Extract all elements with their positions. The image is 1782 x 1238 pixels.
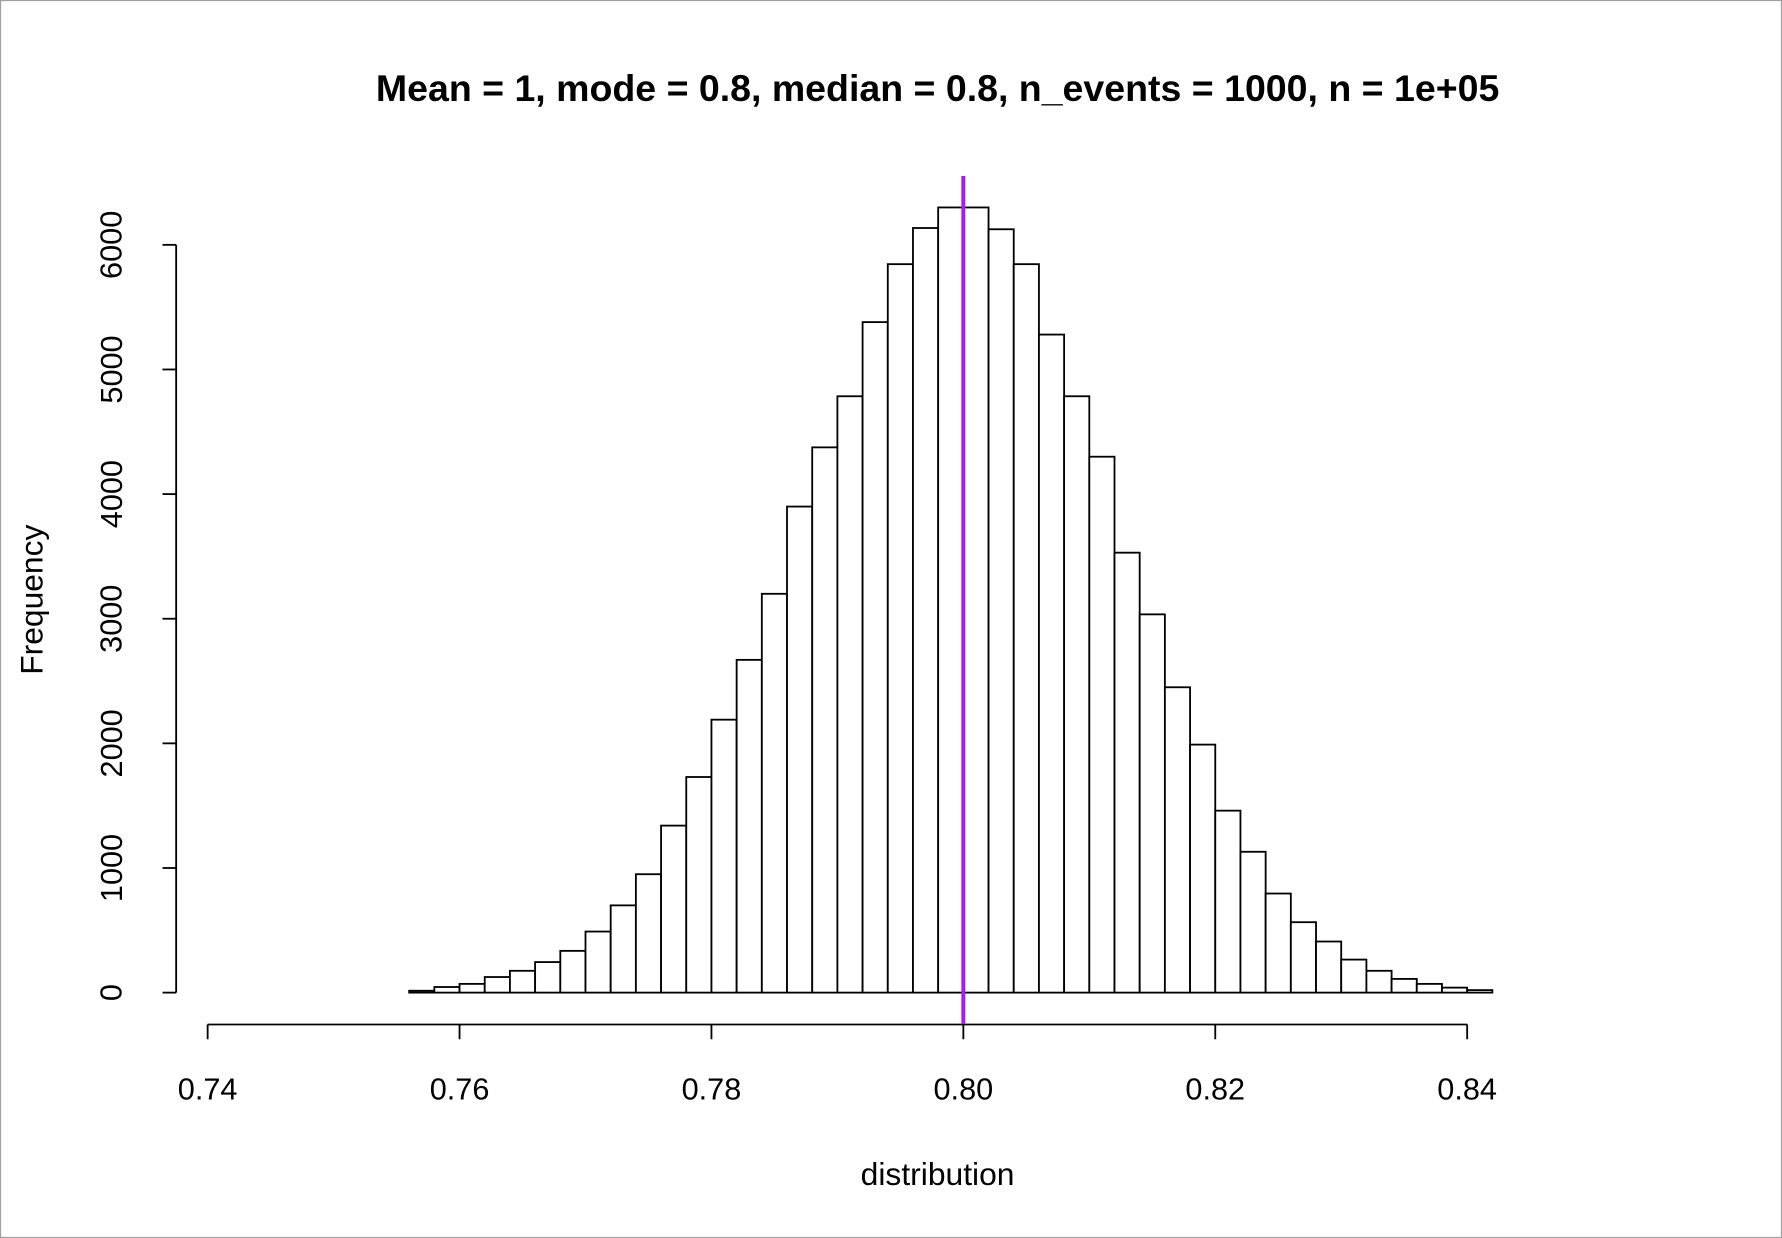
bar	[458, 982, 486, 994]
bar	[1138, 613, 1166, 994]
bar	[534, 961, 562, 994]
bar	[811, 446, 839, 994]
bar	[1289, 921, 1317, 994]
bar	[685, 776, 713, 994]
bar	[1441, 986, 1469, 994]
bar	[1365, 969, 1393, 994]
y-axis-label: Frequency	[13, 525, 49, 675]
x-tick-label: 0.84	[1437, 1073, 1497, 1107]
bar	[1390, 977, 1418, 994]
y-tick-label: 4000	[95, 460, 129, 528]
y-tick-label: 1000	[95, 834, 129, 902]
x-tick-label: 0.76	[430, 1073, 490, 1107]
bar	[937, 206, 965, 994]
bar	[886, 263, 914, 994]
y-tick-label: 2000	[95, 709, 129, 777]
bar	[433, 986, 461, 994]
x-tick-label: 0.78	[682, 1073, 742, 1107]
x-tick-label: 0.82	[1185, 1073, 1245, 1107]
bar	[1163, 686, 1191, 994]
bar	[660, 824, 688, 994]
bar	[1239, 850, 1267, 994]
bar	[1315, 940, 1343, 994]
bar	[987, 228, 1015, 994]
x-tick-label: 0.74	[178, 1073, 238, 1107]
bar	[1214, 809, 1242, 994]
bar	[912, 227, 940, 994]
bar	[1063, 395, 1091, 994]
chart-title: Mean = 1, mode = 0.8, median = 0.8, n_ev…	[376, 67, 1499, 109]
bar	[710, 718, 738, 994]
bar	[609, 904, 637, 994]
y-tick-label: 5000	[95, 335, 129, 403]
bar	[836, 395, 864, 994]
bar	[861, 321, 889, 994]
bar	[509, 969, 537, 994]
bar	[634, 873, 662, 994]
bar	[786, 505, 814, 994]
y-tick-label: 3000	[95, 585, 129, 653]
bar	[1189, 743, 1217, 994]
bar	[962, 206, 990, 994]
bar	[483, 976, 511, 994]
bar	[559, 949, 587, 994]
bar	[1415, 982, 1443, 994]
y-tick-label: 0	[95, 984, 129, 1001]
bar	[760, 592, 788, 994]
bar	[408, 989, 436, 994]
bar	[584, 930, 612, 994]
bar	[1088, 455, 1116, 994]
bar	[1012, 263, 1040, 994]
bar	[1340, 958, 1368, 994]
bar	[1038, 333, 1066, 994]
x-tick-label: 0.80	[934, 1073, 994, 1107]
bar	[1264, 892, 1292, 994]
bar	[1113, 551, 1141, 994]
y-tick-label: 6000	[95, 211, 129, 279]
x-axis-label: distribution	[861, 1156, 1015, 1192]
bar	[1466, 989, 1494, 994]
bar	[735, 658, 763, 994]
